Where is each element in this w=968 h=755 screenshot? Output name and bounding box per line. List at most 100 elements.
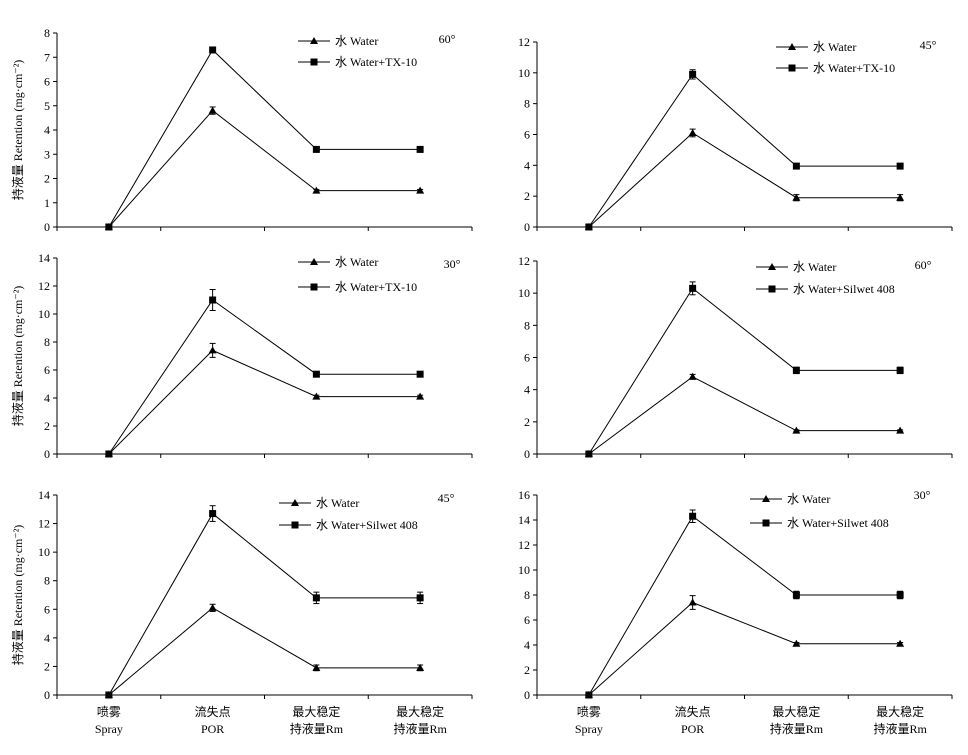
series-line [588, 132, 901, 228]
y-tick-label: 2 [44, 659, 50, 673]
data-point [688, 128, 697, 136]
legend-label: 水 Water [793, 260, 836, 274]
legend: 水 Water 水 Water+TX-10 [776, 40, 895, 75]
y-tick-label: 2 [44, 419, 50, 433]
chart-panel-6: 0 2 4 6 8 10 12 14 16 水 Water 水 Water+Silwet 408 30… [518, 488, 953, 736]
y-axis-title: 持液量 Retention (mg·cm⁻²) [10, 60, 25, 201]
data-point [312, 392, 321, 400]
y-tick-label: 4 [524, 638, 530, 652]
legend-label: 水 Water [813, 40, 856, 54]
legend: 水 Water 水 Water+Silwet 408 [279, 496, 418, 532]
data-point [416, 186, 425, 194]
y-tick-label: 2 [524, 415, 530, 429]
data-point [585, 691, 593, 699]
x-category-label-cn: 喷雾 [577, 705, 601, 719]
data-point [209, 510, 217, 518]
data-point [312, 145, 320, 153]
chart-panel-2: 0 2 4 6 8 10 12 水 Water 水 Water+TX-10 45° [518, 35, 953, 234]
x-category-label-cn: 最大稳定 [876, 704, 924, 719]
y-tick-label: 14 [38, 488, 50, 502]
x-category-label-en: 持液量Rm [290, 721, 344, 736]
y-tick-label: 14 [518, 513, 530, 527]
legend-marker [768, 285, 776, 293]
legend-marker [310, 283, 318, 291]
x-category-label-en: 持液量Rm [393, 721, 447, 736]
series-line [588, 376, 901, 455]
y-tick-label: 16 [518, 488, 530, 502]
legend-marker [310, 258, 318, 265]
data-point [689, 70, 697, 78]
y-tick-label: 0 [44, 447, 50, 461]
data-point [689, 284, 697, 292]
legend: 水 Water 水 Water+Silwet 408 [750, 492, 889, 530]
data-point [105, 691, 113, 699]
y-tick-label: 10 [38, 545, 50, 559]
angle-label: 60° [915, 258, 932, 272]
y-tick-label: 4 [44, 631, 50, 645]
series-line [108, 49, 421, 228]
data-point [792, 426, 801, 434]
y-tick-label: 2 [524, 189, 530, 203]
legend-label: 水 Water [335, 255, 378, 269]
y-tick-label: 6 [44, 75, 50, 89]
data-point [312, 370, 320, 378]
x-category-label-en: 持液量Rm [873, 721, 927, 736]
x-category-label-cn: 最大稳定 [772, 704, 820, 719]
series-line [588, 73, 901, 228]
y-tick-label: 8 [44, 335, 50, 349]
x-category-label-en: POR [201, 722, 224, 736]
data-point [792, 366, 800, 374]
y-tick-label: 12 [38, 517, 50, 531]
legend-marker [310, 37, 318, 44]
y-tick-label: 10 [518, 66, 530, 80]
data-point [896, 162, 904, 170]
y-tick-label: 4 [44, 391, 50, 405]
legend-label: 水 Water [787, 492, 830, 506]
y-tick-label: 12 [518, 254, 530, 268]
x-category-label-en: Spray [575, 722, 603, 736]
chart-panel-3: 0 2 4 6 8 10 12 14 水 Water 水 Water+TX-10 30° 持液量 Re… [10, 251, 473, 461]
legend-label: 水 Water+TX-10 [335, 55, 417, 69]
x-category-label-en: 持液量Rm [770, 721, 824, 736]
legend-label: 水 Water+TX-10 [335, 280, 417, 294]
y-tick-label: 0 [524, 220, 530, 234]
y-tick-label: 14 [38, 251, 50, 265]
chart-panel-5: 0 2 4 6 8 10 12 14 水 Water 水 Water+Silwet 408 45° 持… [10, 488, 473, 736]
data-point [896, 426, 905, 434]
y-tick-label: 12 [38, 279, 50, 293]
data-point [312, 186, 321, 194]
legend-label: 水 Water+Silwet 408 [316, 518, 418, 532]
data-point [792, 639, 801, 647]
data-point [416, 145, 424, 153]
x-category-label-cn: 流失点 [675, 704, 711, 719]
x-category-label-en: Spray [95, 722, 123, 736]
legend: 水 Water 水 Water+Silwet 408 [756, 260, 895, 296]
data-point [416, 392, 425, 400]
y-tick-label: 7 [44, 50, 50, 64]
legend-marker [762, 519, 770, 527]
series-line [108, 512, 421, 696]
legend-label: 水 Water [335, 34, 378, 48]
data-point [416, 370, 424, 378]
y-tick-label: 8 [524, 588, 530, 602]
data-point [208, 106, 217, 114]
data-point [688, 372, 697, 380]
legend-marker [768, 263, 776, 270]
y-tick-label: 12 [518, 35, 530, 49]
y-tick-label: 0 [524, 688, 530, 702]
y-tick-label: 6 [524, 128, 530, 142]
data-point [896, 591, 904, 599]
angle-label: 60° [439, 32, 456, 46]
legend-marker [291, 521, 299, 529]
x-category-label-cn: 最大稳定 [292, 704, 340, 719]
legend-marker [762, 495, 770, 502]
legend: 水 Water 水 Water+TX-10 [298, 34, 417, 69]
y-tick-label: 8 [524, 318, 530, 332]
y-tick-label: 4 [524, 158, 530, 172]
legend: 水 Water 水 Water+TX-10 [298, 255, 417, 294]
data-point [208, 346, 217, 354]
data-point [105, 450, 113, 458]
data-point [896, 639, 905, 647]
angle-label: 45° [920, 38, 937, 52]
x-category-label-cn: 最大稳定 [396, 704, 444, 719]
